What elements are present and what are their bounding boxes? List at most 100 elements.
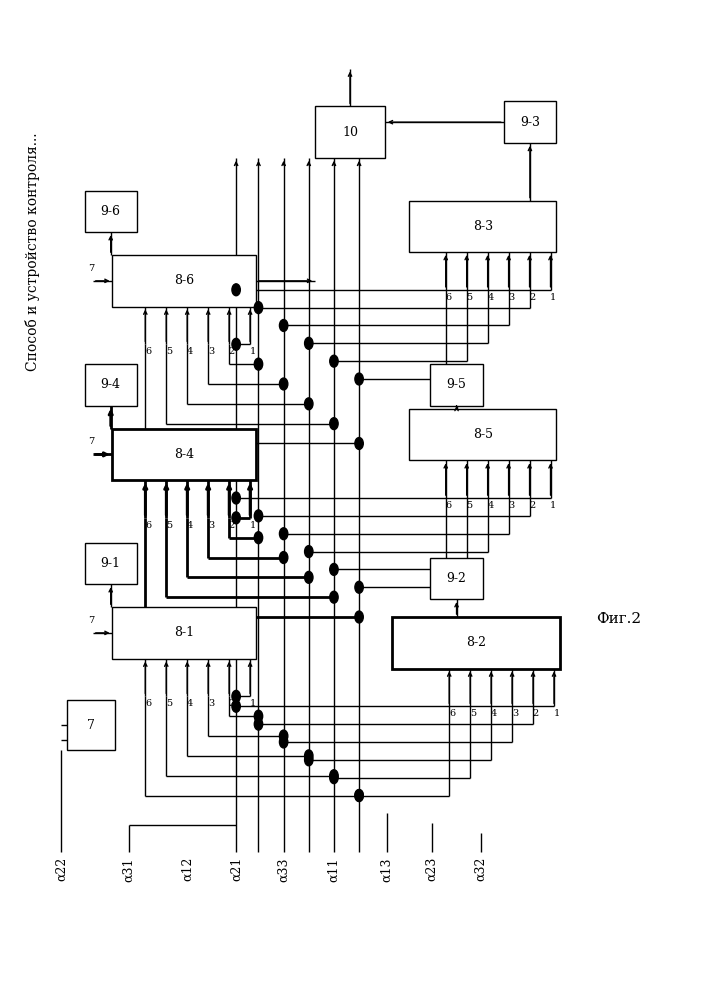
Circle shape: [329, 355, 338, 367]
Text: 3: 3: [512, 709, 518, 718]
Text: 5: 5: [467, 293, 472, 302]
Text: Фиг.2: Фиг.2: [597, 612, 641, 626]
Text: 8-5: 8-5: [473, 428, 493, 441]
Text: α32: α32: [474, 857, 487, 881]
Text: 2: 2: [533, 709, 539, 718]
Text: 6: 6: [145, 347, 151, 356]
Circle shape: [279, 378, 288, 390]
Text: 4: 4: [187, 347, 193, 356]
Text: 6: 6: [445, 501, 452, 510]
Text: α23: α23: [425, 857, 438, 881]
Circle shape: [279, 528, 288, 540]
Circle shape: [329, 591, 338, 603]
Circle shape: [329, 770, 338, 782]
Text: 2: 2: [229, 347, 235, 356]
Bar: [85, 543, 137, 584]
Text: α22: α22: [55, 857, 68, 881]
Text: 7: 7: [88, 437, 95, 446]
Text: 8-6: 8-6: [174, 274, 194, 287]
Text: 2: 2: [530, 501, 535, 510]
Text: 1: 1: [550, 501, 556, 510]
Text: 5: 5: [166, 699, 172, 708]
Circle shape: [232, 690, 240, 702]
Text: α12: α12: [182, 857, 194, 881]
Bar: [85, 364, 137, 406]
Bar: [409, 201, 556, 252]
Text: 3: 3: [508, 501, 515, 510]
Text: 7: 7: [88, 616, 95, 625]
Text: 6: 6: [145, 699, 151, 708]
Text: 5: 5: [166, 521, 172, 530]
Circle shape: [355, 611, 363, 623]
Text: 2: 2: [530, 293, 535, 302]
Bar: [392, 617, 560, 669]
Circle shape: [255, 358, 263, 370]
Circle shape: [232, 512, 240, 524]
Text: 8-1: 8-1: [174, 626, 194, 639]
Text: 9-1: 9-1: [100, 557, 121, 570]
Circle shape: [305, 546, 313, 558]
Text: 7: 7: [87, 719, 95, 732]
Text: Способ и устройство контроля...: Способ и устройство контроля...: [25, 133, 40, 371]
Circle shape: [232, 338, 240, 350]
Circle shape: [279, 730, 288, 742]
Bar: [431, 558, 483, 599]
Text: 2: 2: [229, 521, 235, 530]
Text: 6: 6: [445, 293, 452, 302]
Circle shape: [355, 790, 363, 801]
Circle shape: [279, 552, 288, 563]
Circle shape: [279, 320, 288, 331]
Text: 9-3: 9-3: [520, 116, 540, 129]
Circle shape: [329, 772, 338, 784]
Text: 1: 1: [550, 293, 556, 302]
Text: 4: 4: [187, 521, 193, 530]
Circle shape: [305, 750, 313, 762]
Text: 5: 5: [470, 709, 476, 718]
Circle shape: [232, 284, 240, 296]
Bar: [315, 106, 385, 158]
Text: 4: 4: [187, 699, 193, 708]
Text: 9-2: 9-2: [447, 572, 467, 585]
Bar: [503, 101, 556, 143]
Text: 1: 1: [250, 347, 256, 356]
Circle shape: [355, 438, 363, 449]
Bar: [112, 607, 256, 659]
Text: 2: 2: [229, 699, 235, 708]
Circle shape: [305, 337, 313, 349]
Text: 4: 4: [487, 501, 493, 510]
Text: 3: 3: [208, 347, 214, 356]
Text: 6: 6: [145, 521, 151, 530]
Text: 3: 3: [208, 699, 214, 708]
Text: 6: 6: [449, 709, 455, 718]
Circle shape: [355, 581, 363, 593]
Bar: [85, 191, 137, 232]
Circle shape: [255, 302, 263, 314]
Circle shape: [232, 700, 240, 712]
Text: 9-5: 9-5: [447, 378, 467, 391]
Circle shape: [305, 398, 313, 410]
Circle shape: [279, 736, 288, 748]
Text: 1: 1: [250, 699, 256, 708]
Circle shape: [355, 790, 363, 801]
Bar: [112, 255, 256, 307]
Text: 8-3: 8-3: [473, 220, 493, 233]
Text: 5: 5: [166, 347, 172, 356]
Text: α33: α33: [277, 857, 290, 882]
Text: α31: α31: [122, 857, 135, 882]
Text: 9-6: 9-6: [100, 205, 121, 218]
Circle shape: [232, 492, 240, 504]
Text: 1: 1: [250, 521, 256, 530]
Circle shape: [255, 710, 263, 722]
Text: 3: 3: [208, 521, 214, 530]
Circle shape: [355, 373, 363, 385]
Bar: [67, 700, 115, 750]
Circle shape: [255, 510, 263, 522]
Bar: [112, 429, 256, 480]
Circle shape: [255, 532, 263, 544]
Text: 7: 7: [88, 264, 95, 273]
Text: 9-4: 9-4: [100, 378, 121, 391]
Text: α11: α11: [327, 857, 341, 882]
Text: α13: α13: [380, 857, 394, 882]
Circle shape: [255, 718, 263, 730]
Bar: [409, 409, 556, 460]
